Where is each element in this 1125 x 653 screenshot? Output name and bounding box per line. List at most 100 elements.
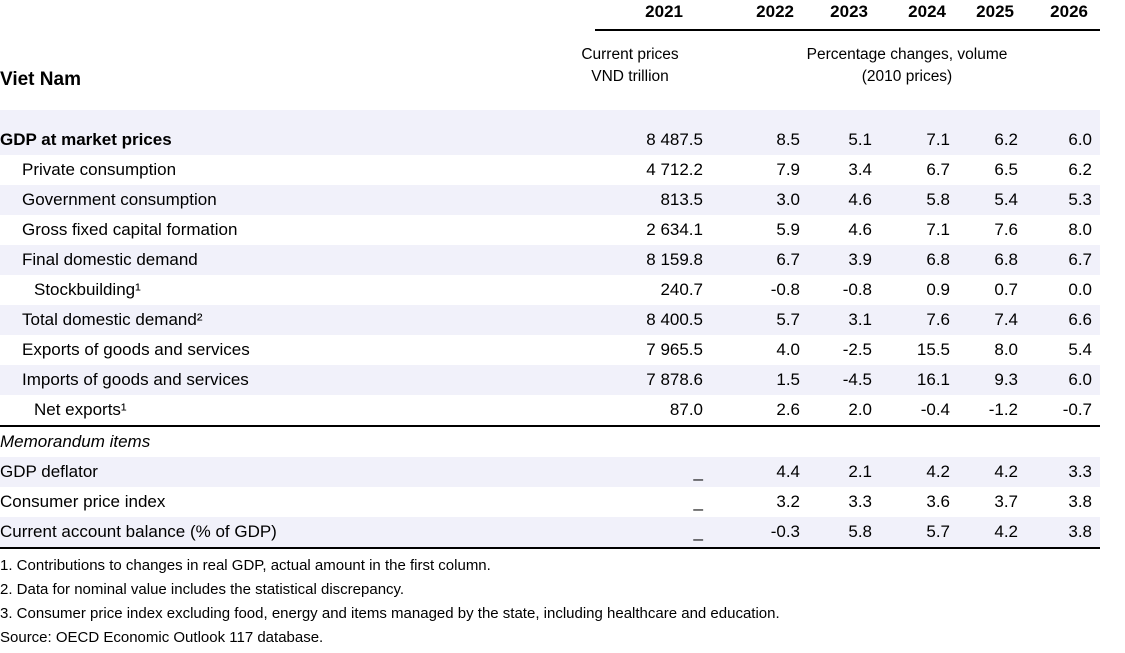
row-label: Imports of goods and services [22,370,249,389]
value-cell: 2.1 [848,462,872,481]
row-label: Consumer price index [0,492,166,511]
value-cell: 5.9 [776,220,800,239]
value-cell: 7.4 [994,310,1018,329]
table-row: Net exports¹ 87.0 2.6 2.0 -0.4 -1.2 -0.7 [0,395,1100,426]
value-cell: 4.4 [776,462,800,481]
value-cell: 6.5 [994,160,1018,179]
value-cell: -0.8 [770,280,800,299]
value-cell: -1.2 [988,400,1018,419]
value-cell: 7.1 [926,130,950,149]
value-cell [950,425,1018,457]
row-label: GDP at market prices [0,130,172,149]
value-cell: 4.2 [994,462,1018,481]
value-cell: 6.6 [1068,310,1092,329]
value-cell: 5.4 [994,190,1018,209]
value-cell: _ [693,492,703,511]
table-row: Stockbuilding¹ 240.7 -0.8 -0.8 0.9 0.7 0… [0,275,1100,305]
year-header: 2023 [830,2,868,21]
table-row: Current account balance (% of GDP) _ -0.… [0,517,1100,549]
footnote: 1. Contributions to changes in real GDP,… [0,557,491,574]
table-row: Consumer price index _ 3.2 3.3 3.6 3.7 3… [0,487,1100,517]
value-cell: -0.4 [920,400,950,419]
value-cell: 3.3 [1068,462,1092,481]
value-cell: 4.0 [776,340,800,359]
value-cell: 2.6 [776,400,800,419]
value-cell: 0.9 [926,280,950,299]
value-cell: _ [560,517,703,549]
value-cell: 5.1 [848,130,872,149]
value-cell: 6.0 [1068,130,1092,149]
value-cell: 6.0 [1068,370,1092,389]
value-cell: 3.2 [776,492,800,511]
first-column-unit-header: Current prices VND trillion [552,44,708,88]
unit-line: Percentage changes, volume [806,46,1008,63]
value-cell: 4.6 [848,190,872,209]
value-cell: 8 400.5 [646,310,703,329]
value-cell: 6.7 [926,160,950,179]
value-cell: 3.4 [848,160,872,179]
value-cell: 3.6 [926,492,950,511]
table-row: Final domestic demand 8 159.8 6.7 3.9 6.… [0,245,1100,275]
value-cell [800,425,872,457]
table-section-row: Memorandum items [0,425,1100,457]
value-cell [872,425,950,457]
value-cell: 2.0 [848,400,872,419]
section-label: Memorandum items [0,425,560,457]
year-header: 2025 [976,2,1014,21]
value-cell: 6.7 [776,250,800,269]
value-cell: 6.2 [994,130,1018,149]
value-cell: 3.8 [1018,517,1092,549]
value-cell: 5.3 [1068,190,1092,209]
value-cell: _ [693,462,703,481]
value-cell: 5.8 [800,517,872,549]
value-cell: 7 878.6 [646,370,703,389]
value-cell: 4.6 [848,220,872,239]
value-cell: 5.7 [776,310,800,329]
value-cell: 5.7 [872,517,950,549]
row-label: Gross fixed capital formation [22,220,238,239]
table-row: Imports of goods and services 7 878.6 1.… [0,365,1100,395]
footnotes-block: 1. Contributions to changes in real GDP,… [0,554,780,650]
value-cell: 4 712.2 [646,160,703,179]
year-header: 2022 [756,2,794,21]
row-label: Total domestic demand² [22,310,203,329]
country-title: Viet Nam [0,69,81,90]
row-label: Exports of goods and services [22,340,250,359]
footnote: 2. Data for nominal value includes the s… [0,581,405,598]
value-cell: 0.7 [994,280,1018,299]
value-cell: 8.5 [776,130,800,149]
value-cell: 2 634.1 [646,220,703,239]
table-row: GDP at market prices 8 487.5 8.5 5.1 7.1… [0,110,1100,155]
value-cell: 8 487.5 [646,130,703,149]
years-header-row: 2021 2022 2023 2024 2025 2026 [560,0,1092,22]
value-cell: 7.6 [926,310,950,329]
year-header: 2024 [908,2,946,21]
value-cell: 3.9 [848,250,872,269]
row-label: Net exports¹ [34,400,127,419]
value-cell: 3.7 [994,492,1018,511]
value-cell: 5.8 [926,190,950,209]
row-label: GDP deflator [0,462,98,481]
source-note: Source: OECD Economic Outlook 117 databa… [0,629,324,646]
value-cell: -4.5 [842,370,872,389]
row-label: Current account balance (% of GDP) [0,517,560,549]
value-cell: 6.7 [1068,250,1092,269]
value-cell: 4.2 [950,517,1018,549]
economic-indicators-table: GDP at market prices 8 487.5 8.5 5.1 7.1… [0,110,1100,549]
value-cell: 813.5 [660,190,703,209]
value-cell: 5.4 [1068,340,1092,359]
value-cell: 87.0 [669,400,703,419]
value-cell: 240.7 [660,280,703,299]
value-cell: 3.0 [776,190,800,209]
value-cell: 6.8 [994,250,1018,269]
value-cell: 3.8 [1068,492,1092,511]
row-label: Private consumption [22,160,177,179]
value-cell: 15.5 [916,340,950,359]
table-row: Exports of goods and services 7 965.5 4.… [0,335,1100,365]
table-row: Total domestic demand² 8 400.5 5.7 3.1 7… [0,305,1100,335]
row-label: Government consumption [22,190,217,209]
unit-line: (2010 prices) [861,68,953,85]
volume-unit-header: Percentage changes, volume (2010 prices) [708,44,1106,88]
year-header: 2021 [645,2,683,21]
table-row: Gross fixed capital formation 2 634.1 5.… [0,215,1100,245]
